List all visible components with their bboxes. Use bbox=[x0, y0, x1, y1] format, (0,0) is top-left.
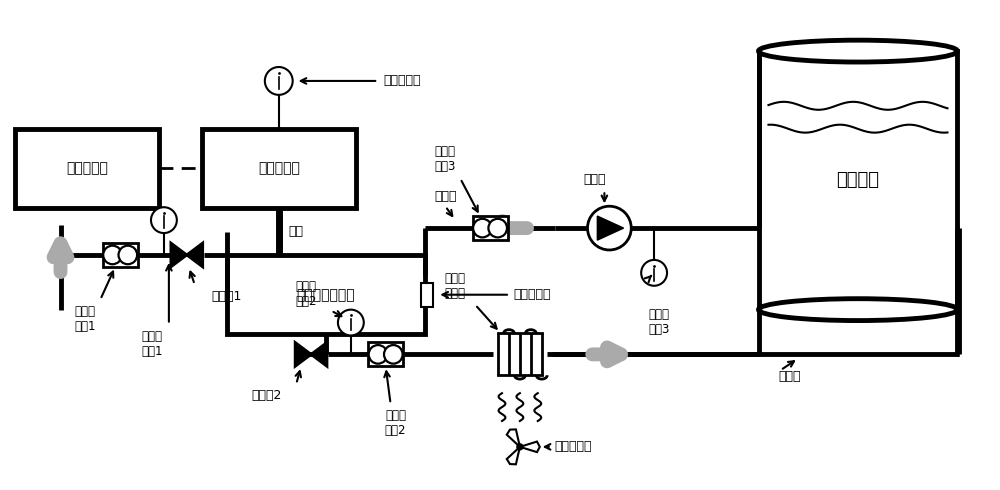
Text: 主油路: 主油路 bbox=[434, 190, 457, 203]
Text: 承压式热交换器: 承压式热交换器 bbox=[297, 288, 355, 302]
Circle shape bbox=[151, 207, 177, 233]
Circle shape bbox=[517, 444, 523, 450]
Polygon shape bbox=[311, 343, 327, 367]
Bar bbox=[202, 129, 356, 208]
Text: 温度传感器: 温度传感器 bbox=[383, 74, 421, 87]
Bar bbox=[227, 255, 425, 335]
Circle shape bbox=[338, 310, 364, 336]
Text: 高速发电机: 高速发电机 bbox=[258, 161, 300, 175]
Polygon shape bbox=[507, 429, 520, 447]
Text: 油温传
感器1: 油温传 感器1 bbox=[141, 329, 163, 358]
Polygon shape bbox=[187, 243, 203, 267]
Bar bbox=[103, 243, 138, 267]
Circle shape bbox=[488, 219, 507, 237]
Text: 油温传
感器2: 油温传 感器2 bbox=[295, 280, 317, 308]
Circle shape bbox=[119, 245, 137, 264]
Text: 流量传
感器2: 流量传 感器2 bbox=[385, 409, 406, 437]
Bar bbox=[421, 283, 433, 307]
Text: 可控阀1: 可控阀1 bbox=[212, 290, 242, 303]
Text: 压力传感器: 压力传感器 bbox=[513, 288, 550, 301]
Circle shape bbox=[369, 345, 387, 364]
Text: 可控阀2: 可控阀2 bbox=[251, 389, 282, 402]
Bar bbox=[473, 216, 508, 240]
Polygon shape bbox=[597, 216, 624, 240]
Ellipse shape bbox=[759, 40, 957, 62]
Text: 流量传
感器3: 流量传 感器3 bbox=[435, 146, 456, 173]
Circle shape bbox=[473, 219, 492, 237]
Text: 副油路: 副油路 bbox=[778, 370, 801, 383]
Bar bbox=[759, 51, 957, 310]
Polygon shape bbox=[507, 447, 520, 465]
Polygon shape bbox=[295, 343, 311, 367]
Bar bbox=[368, 343, 403, 367]
Circle shape bbox=[384, 345, 403, 364]
Text: 燃油泵: 燃油泵 bbox=[583, 173, 606, 186]
Circle shape bbox=[641, 260, 667, 286]
Text: 热管: 热管 bbox=[289, 225, 304, 238]
Text: 流量传
感器1: 流量传 感器1 bbox=[75, 305, 96, 333]
Text: 油温传
感器3: 油温传 感器3 bbox=[648, 308, 670, 336]
Polygon shape bbox=[171, 243, 187, 267]
Circle shape bbox=[588, 206, 631, 250]
Circle shape bbox=[103, 245, 122, 264]
Circle shape bbox=[265, 67, 293, 95]
Text: 涡轮发动机: 涡轮发动机 bbox=[66, 161, 108, 175]
Bar bbox=[15, 129, 159, 208]
Text: 散热器风扇: 散热器风扇 bbox=[555, 441, 592, 453]
Polygon shape bbox=[520, 441, 540, 452]
Text: 副油路
散热器: 副油路 散热器 bbox=[445, 271, 466, 300]
Text: 燃油油箱: 燃油油箱 bbox=[836, 172, 879, 189]
Ellipse shape bbox=[759, 299, 957, 320]
